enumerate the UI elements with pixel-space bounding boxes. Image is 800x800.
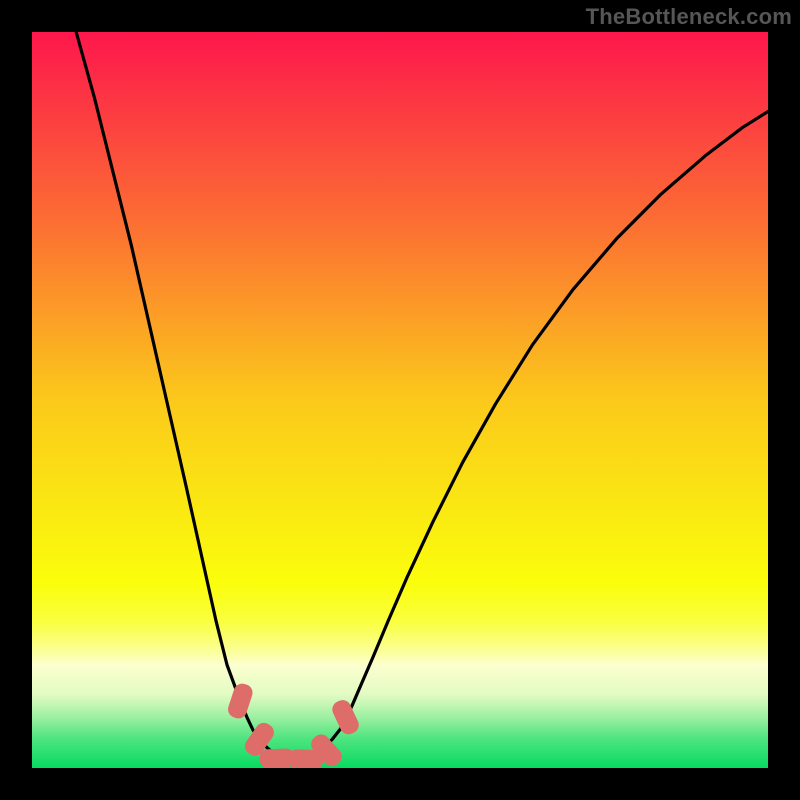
plot-background: [32, 32, 768, 768]
chart-stage: { "watermark": { "text": "TheBottleneck.…: [0, 0, 800, 800]
chart-svg: [0, 0, 800, 800]
watermark-label: TheBottleneck.com: [586, 4, 792, 30]
